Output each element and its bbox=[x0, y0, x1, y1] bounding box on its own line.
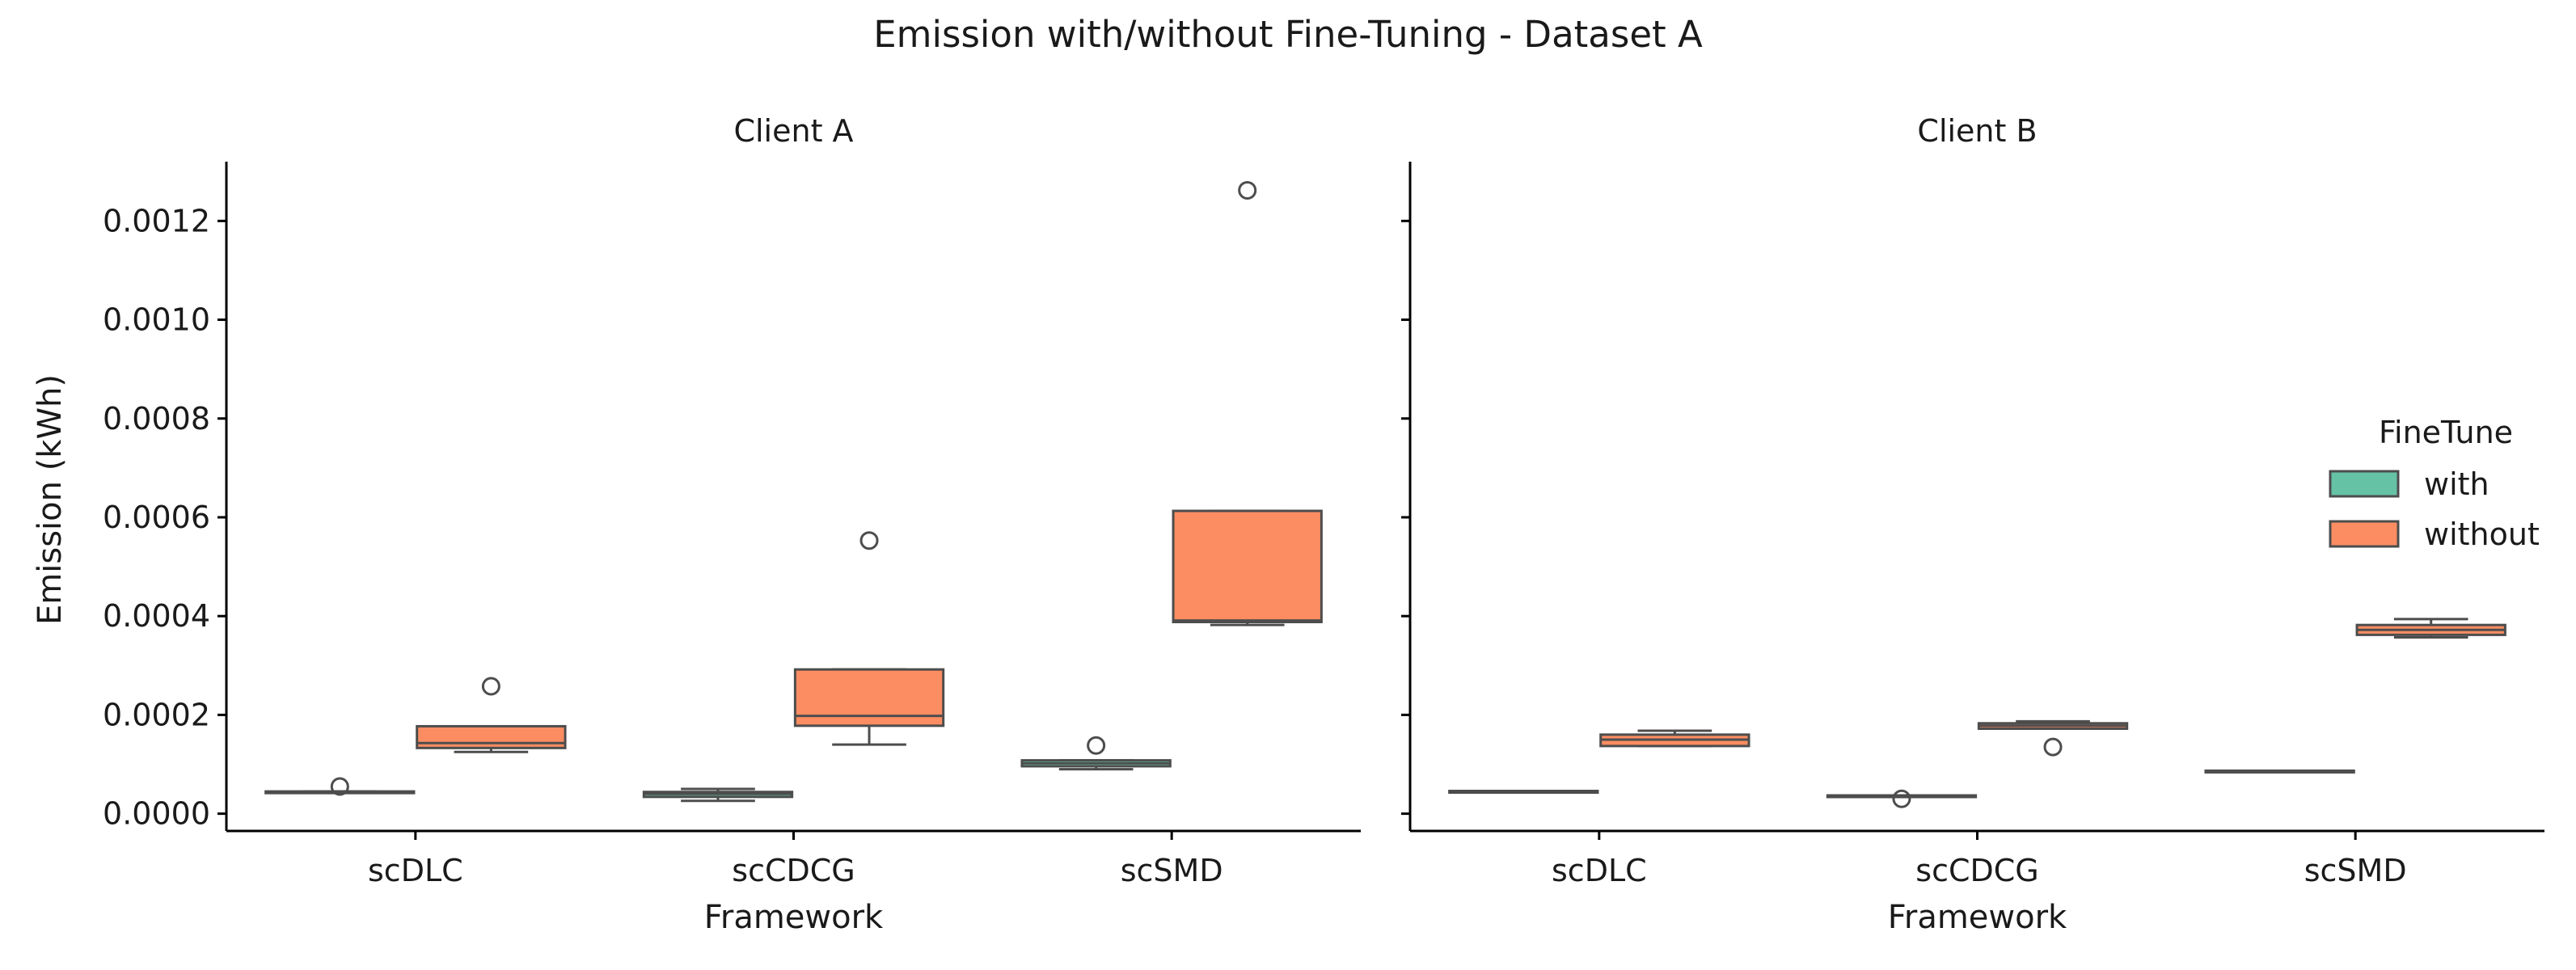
x-tick-label: scCDCG bbox=[732, 853, 855, 888]
legend-label-with: with bbox=[2424, 466, 2489, 502]
box-scCDCG-with bbox=[1826, 789, 1978, 808]
box-scSMD-without bbox=[2355, 618, 2506, 639]
panel-1: Client A 0.0000 0.0002 0.0004 0.0006 0.0008 0.… bbox=[103, 113, 1361, 936]
box-scCDCG-with bbox=[642, 787, 794, 803]
box-iqr bbox=[793, 668, 945, 728]
legend-title: FineTune bbox=[2379, 415, 2513, 450]
box-scDLC-without bbox=[416, 677, 567, 753]
panels: Client A 0.0000 0.0002 0.0004 0.0006 0.0008 0.… bbox=[103, 113, 2544, 936]
y-tick-label: 0.0000 bbox=[103, 796, 210, 832]
box-iqr bbox=[416, 724, 567, 749]
box-scCDCG-without bbox=[793, 531, 945, 746]
x-tick-label: scSMD bbox=[1121, 853, 1223, 888]
x-axis-label: Framework bbox=[1888, 899, 2067, 936]
panel-2: Client B scDLC scCDCG scSMD Framework bbox=[1401, 113, 2544, 936]
x-tick-label: scDLC bbox=[368, 853, 463, 888]
box-scSMD-with bbox=[2204, 769, 2355, 774]
outlier-point bbox=[2043, 737, 2063, 757]
outlier-point bbox=[481, 677, 500, 696]
legend-swatch-without bbox=[2329, 520, 2400, 548]
x-tick-label: scDLC bbox=[1552, 853, 1647, 888]
panel-title: Client B bbox=[1917, 113, 2037, 149]
box-scSMD-without bbox=[1172, 180, 1323, 626]
box-scSMD-with bbox=[1020, 736, 1172, 771]
y-tick-label: 0.0010 bbox=[103, 302, 210, 338]
x-tick-label: scSMD bbox=[2304, 853, 2407, 888]
y-tick-label: 0.0012 bbox=[103, 203, 210, 238]
outlier-point bbox=[330, 777, 349, 796]
panel-title: Client A bbox=[733, 113, 853, 149]
x-axis-label: Framework bbox=[704, 899, 884, 936]
box-iqr bbox=[1172, 509, 1323, 624]
y-axis-label: Emission (kWh) bbox=[32, 374, 69, 625]
legend-swatch-with bbox=[2329, 470, 2400, 498]
outlier-point bbox=[1238, 180, 1257, 200]
outlier-point bbox=[859, 531, 879, 550]
y-tick-label: 0.0004 bbox=[103, 598, 210, 634]
y-tick-label: 0.0002 bbox=[103, 697, 210, 732]
box-scDLC-without bbox=[1599, 729, 1750, 748]
y-tick-label: 0.0006 bbox=[103, 500, 210, 535]
box-scDLC-with bbox=[1448, 790, 1599, 795]
outlier-point bbox=[1892, 789, 1911, 808]
box-scDLC-with bbox=[264, 777, 416, 796]
legend: FineTune with without bbox=[2329, 415, 2540, 552]
x-tick-label: scCDCG bbox=[1915, 853, 2038, 888]
figure-title: Emission with/without Fine-Tuning - Data… bbox=[873, 13, 1703, 56]
box-scCDCG-without bbox=[1977, 719, 2129, 757]
outlier-point bbox=[1087, 736, 1106, 755]
legend-label-without: without bbox=[2424, 517, 2540, 552]
y-tick-label: 0.0008 bbox=[103, 401, 210, 436]
